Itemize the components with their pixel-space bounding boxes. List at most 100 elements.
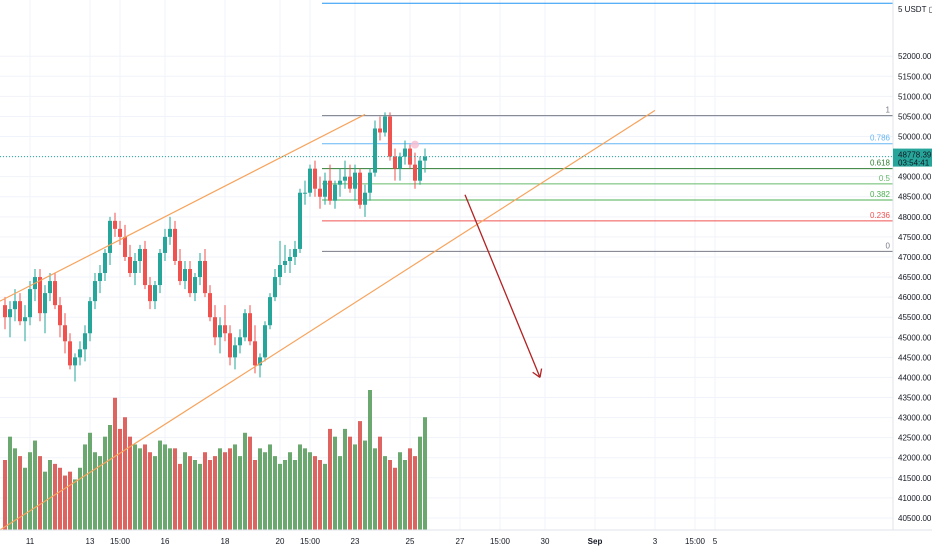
volume-bar [213,456,217,530]
candle-body [43,293,47,314]
candle-body [423,156,427,161]
y-tick-label: 42000.00 [898,454,932,463]
volume-bar [383,456,387,530]
candle-body [343,176,347,181]
candle-body [158,252,162,286]
volume-bar [38,456,42,530]
last-price-badge [893,148,932,167]
candle-body [388,116,392,157]
candle-body [88,301,92,334]
volume-bar [363,440,367,530]
price-axis-background [893,0,932,550]
candle-body [133,260,137,274]
volume-bar [263,452,267,530]
volume-bar [278,463,282,530]
volume-bar [373,448,377,530]
candle-body [398,156,402,169]
candle-body [403,148,407,157]
volume-bar [73,479,77,530]
volume-bar [98,456,102,530]
volume-bar [28,452,32,530]
projection-arrow-line [464,194,541,378]
volume-bar [178,463,182,530]
candle-body [178,260,182,282]
y-tick-label: 41500.00 [898,474,932,483]
volume-bar [228,448,232,530]
candle-body [118,228,122,237]
candle-body [48,281,52,294]
volume-bar [258,448,262,530]
volume-bar [198,463,202,530]
volume-bar [133,444,137,530]
volume-bar [48,460,52,530]
volume-bar [358,421,362,530]
volume-bar [168,448,172,530]
x-tick-label: 15:00 [685,537,706,546]
candle-body [293,248,297,257]
y-tick-label: 48000.00 [898,213,932,222]
candle-body [408,148,412,165]
candle-body [98,273,102,282]
volume-bar [118,428,122,530]
candle-body [268,297,272,326]
x-tick-label: Sep [588,537,603,546]
candle-body [363,192,367,205]
candle-body [373,128,377,173]
volume-bar [238,456,242,530]
volume-bar [138,448,142,530]
volume-bar [18,456,22,530]
volume-bar [153,456,157,530]
volume-bar [418,436,422,530]
volume-bar [68,471,72,530]
volume-bar [328,428,332,530]
volume-bar [273,456,277,530]
volume-bar [193,460,197,530]
candle-body [338,180,342,185]
volume-bar [403,460,407,530]
candle-body [108,220,112,253]
candle-body [13,301,17,310]
candle-body [383,116,387,133]
volume-bar [148,452,152,530]
candle-body [93,281,97,302]
currency-label: 5 USDT ▢ [898,5,932,14]
volume-bar [83,444,87,530]
volume-bar [188,456,192,530]
candle-body [413,164,417,181]
candle-body [78,349,82,358]
candle-body [263,325,267,358]
volume-bar [53,463,57,530]
candle-body [368,172,372,193]
candle-body [228,333,232,358]
candle-body [378,128,382,133]
volume-bar [413,456,417,530]
fib-level-label: 0.236 [870,211,891,220]
volume-bar [298,444,302,530]
candle-body [188,269,192,294]
candle-body [153,285,157,302]
y-tick-label: 51500.00 [898,72,932,81]
x-tick-label: 30 [541,537,550,546]
y-tick-label: 47000.00 [898,253,932,262]
alert-marker [411,140,419,149]
volume-bar [368,390,372,530]
volume-bar [253,460,257,530]
fib-level-label: 0.786 [870,134,891,143]
candle-body [328,180,332,201]
volume-bar [3,460,7,530]
volume-bar [93,452,97,530]
candle-body [333,184,337,201]
candle-body [113,220,117,229]
x-tick-label: 25 [406,537,415,546]
candle-body [248,313,252,342]
y-tick-label: 46500.00 [898,273,932,282]
volume-bar [318,460,322,530]
candle-body [208,293,212,318]
candle-body [303,192,307,194]
candle-body [318,188,322,197]
volume-bar [103,436,107,530]
candle-body [308,168,312,193]
countdown-label: 03:54:41 [898,159,930,168]
